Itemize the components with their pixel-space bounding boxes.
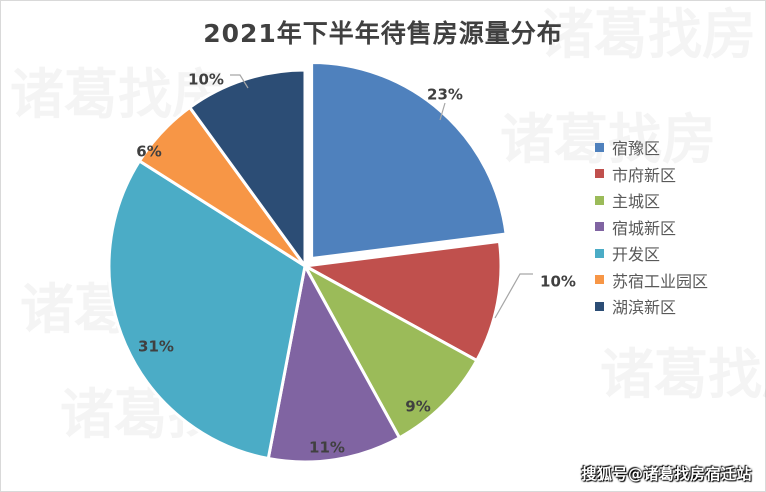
leader-lines (230, 74, 533, 319)
pie-slices (107, 60, 508, 464)
data-label: 6% (136, 143, 161, 161)
legend-swatch (595, 275, 604, 285)
legend-item-susu: 苏宿工业园区 (595, 267, 708, 294)
legend-label: 苏宿工业园区 (612, 271, 709, 291)
data-label: 10% (540, 273, 576, 291)
legend-label: 主城区 (612, 192, 661, 212)
footer-credit: 搜狐号@诸葛找房宿迁站 (581, 465, 752, 483)
pie-slice (300, 239, 503, 363)
legend-label: 开发区 (612, 245, 661, 265)
legend-item-zhucheng: 主城区 (595, 187, 708, 214)
pie-slice (310, 60, 508, 261)
legend: 宿豫区 市府新区 主城区 宿城新区 开发区 苏宿工业园区 湖滨新区 (595, 134, 708, 320)
legend-item-sucheng: 宿城新区 (595, 214, 708, 241)
legend-item-hubin: 湖滨新区 (595, 293, 708, 320)
data-label: 9% (405, 398, 430, 416)
legend-swatch (595, 301, 604, 311)
legend-label: 市府新区 (612, 165, 677, 185)
chart-title: 2021年下半年待售房源量分布 (203, 19, 563, 48)
legend-item-suyu: 宿豫区 (595, 134, 708, 161)
data-label: 31% (138, 338, 174, 356)
legend-label: 湖滨新区 (612, 298, 677, 318)
data-label: 23% (427, 86, 463, 104)
legend-swatch (595, 222, 604, 232)
legend-swatch (595, 142, 604, 152)
legend-item-kaifa: 开发区 (595, 240, 708, 267)
data-labels: 23% 10% 9% 11% 31% 6% 10% (136, 71, 576, 457)
pie-slice (187, 68, 307, 271)
legend-label: 宿豫区 (612, 139, 661, 159)
legend-item-shifu: 市府新区 (595, 161, 708, 188)
pie-slice (266, 261, 402, 464)
data-label: 10% (188, 71, 224, 89)
legend-swatch (595, 169, 604, 179)
pie-slice (301, 262, 479, 440)
legend-swatch (595, 195, 604, 205)
leader-line (230, 74, 249, 89)
leader-line (439, 102, 446, 121)
data-label: 11% (309, 439, 345, 457)
legend-label: 宿城新区 (612, 218, 677, 238)
leader-line (494, 273, 533, 319)
legend-swatch (595, 248, 604, 258)
